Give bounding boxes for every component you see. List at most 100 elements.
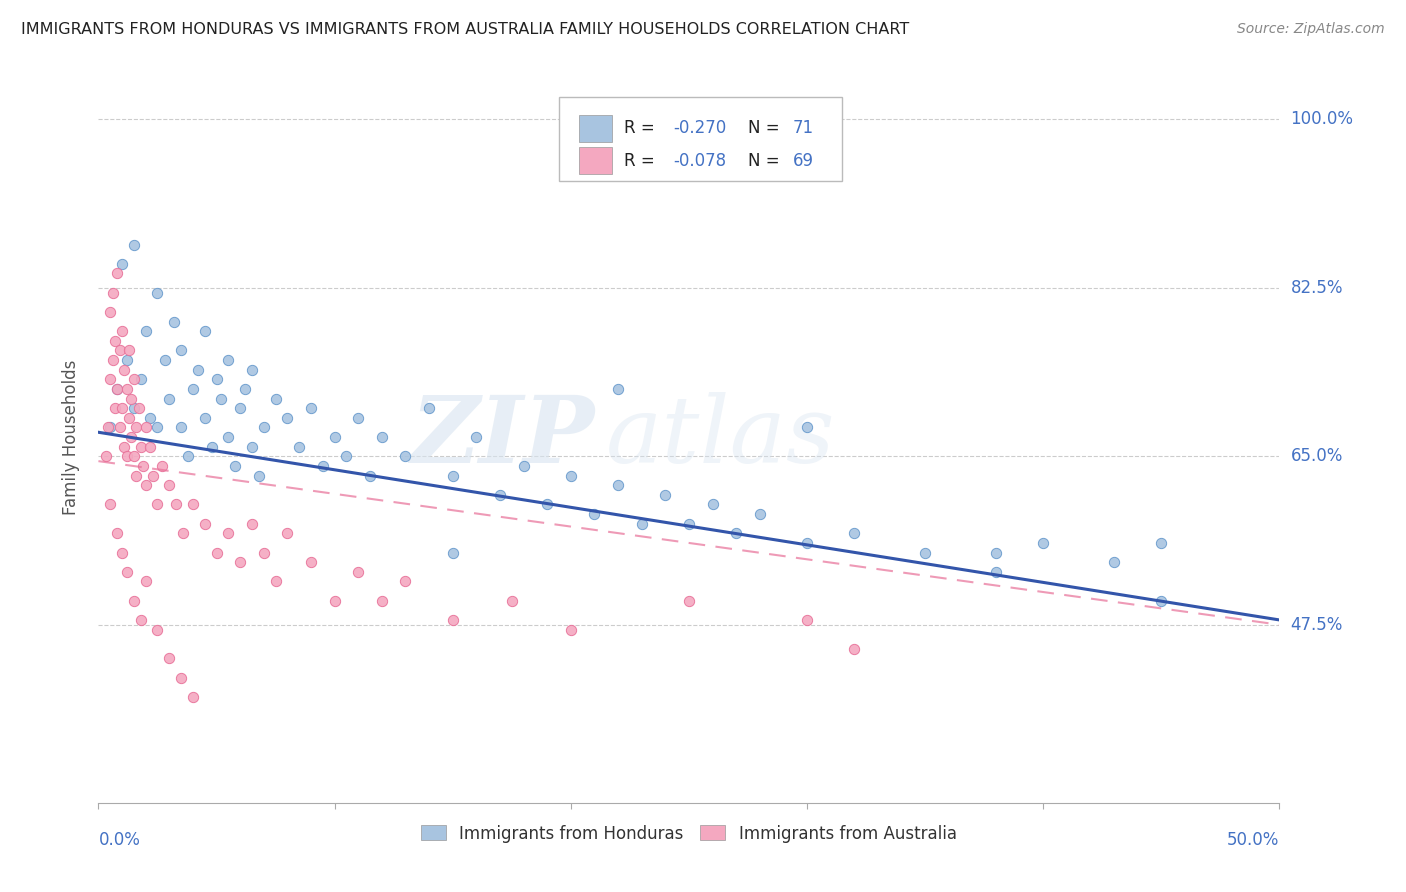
Y-axis label: Family Households: Family Households — [62, 359, 80, 515]
Point — [146, 285, 169, 300]
Point — [323, 430, 346, 444]
Point — [108, 343, 131, 358]
Point — [146, 623, 169, 637]
Point — [139, 440, 162, 454]
Point — [264, 574, 287, 589]
Point — [607, 382, 630, 396]
Text: R =: R = — [624, 152, 659, 169]
Point — [914, 545, 936, 559]
Point — [607, 478, 630, 492]
Point — [115, 450, 138, 464]
Point — [253, 545, 276, 559]
Point — [678, 516, 700, 531]
Point — [129, 372, 152, 386]
Point — [98, 372, 121, 386]
Point — [105, 526, 128, 541]
Point — [172, 526, 194, 541]
Text: R =: R = — [624, 120, 659, 137]
Point — [122, 593, 145, 607]
Point — [101, 285, 124, 300]
Point — [125, 468, 148, 483]
Text: Source: ZipAtlas.com: Source: ZipAtlas.com — [1237, 22, 1385, 37]
Point — [217, 353, 239, 368]
Point — [217, 526, 239, 541]
Point — [150, 458, 173, 473]
Text: 0.0%: 0.0% — [98, 830, 141, 848]
Point — [560, 468, 582, 483]
Point — [97, 420, 120, 434]
Text: 65.0%: 65.0% — [1291, 447, 1343, 466]
Point — [394, 450, 416, 464]
Point — [128, 401, 150, 416]
Point — [112, 440, 135, 454]
Text: ZIP: ZIP — [411, 392, 595, 482]
Point — [146, 498, 169, 512]
Point — [142, 468, 165, 483]
Point — [153, 353, 176, 368]
Point — [299, 555, 322, 569]
Point — [115, 353, 138, 368]
Point — [129, 440, 152, 454]
Point — [135, 478, 157, 492]
Text: 69: 69 — [793, 152, 814, 169]
Point — [187, 362, 209, 376]
Point — [105, 382, 128, 396]
Point — [177, 450, 200, 464]
Point — [276, 526, 298, 541]
Point — [312, 458, 335, 473]
Point — [1150, 536, 1173, 550]
Point — [94, 450, 117, 464]
Point — [253, 420, 276, 434]
Point — [121, 430, 143, 444]
Point — [229, 401, 252, 416]
Point — [115, 382, 138, 396]
Text: 82.5%: 82.5% — [1291, 279, 1343, 297]
Point — [157, 478, 180, 492]
Point — [157, 651, 180, 665]
Point — [104, 401, 127, 416]
Point — [132, 458, 155, 473]
Point — [209, 392, 232, 406]
Point — [118, 410, 141, 425]
Point — [359, 468, 381, 483]
Point — [98, 305, 121, 319]
FancyBboxPatch shape — [579, 146, 612, 175]
Legend: Immigrants from Honduras, Immigrants from Australia: Immigrants from Honduras, Immigrants fro… — [415, 818, 963, 849]
Text: IMMIGRANTS FROM HONDURAS VS IMMIGRANTS FROM AUSTRALIA FAMILY HOUSEHOLDS CORRELAT: IMMIGRANTS FROM HONDURAS VS IMMIGRANTS F… — [21, 22, 910, 37]
Point — [111, 401, 134, 416]
Point — [240, 440, 263, 454]
Point — [512, 458, 534, 473]
Text: N =: N = — [748, 120, 785, 137]
Point — [201, 440, 224, 454]
Point — [205, 545, 228, 559]
Point — [139, 410, 162, 425]
Point — [217, 430, 239, 444]
Point — [276, 410, 298, 425]
Point — [796, 613, 818, 627]
Point — [170, 671, 193, 685]
Point — [984, 545, 1007, 559]
Point — [630, 516, 652, 531]
Point — [288, 440, 311, 454]
Point — [441, 613, 464, 627]
Point — [233, 382, 256, 396]
Point — [135, 420, 157, 434]
Point — [536, 498, 558, 512]
Point — [118, 343, 141, 358]
Point — [347, 410, 370, 425]
Point — [418, 401, 440, 416]
Point — [229, 555, 252, 569]
Point — [247, 468, 270, 483]
Text: N =: N = — [748, 152, 785, 169]
Point — [98, 498, 121, 512]
Point — [121, 392, 143, 406]
Point — [796, 536, 818, 550]
Point — [194, 516, 217, 531]
Point — [194, 324, 217, 338]
Point — [165, 498, 187, 512]
Point — [335, 450, 357, 464]
Point — [122, 372, 145, 386]
Point — [115, 565, 138, 579]
Point — [240, 362, 263, 376]
Point — [583, 507, 606, 521]
